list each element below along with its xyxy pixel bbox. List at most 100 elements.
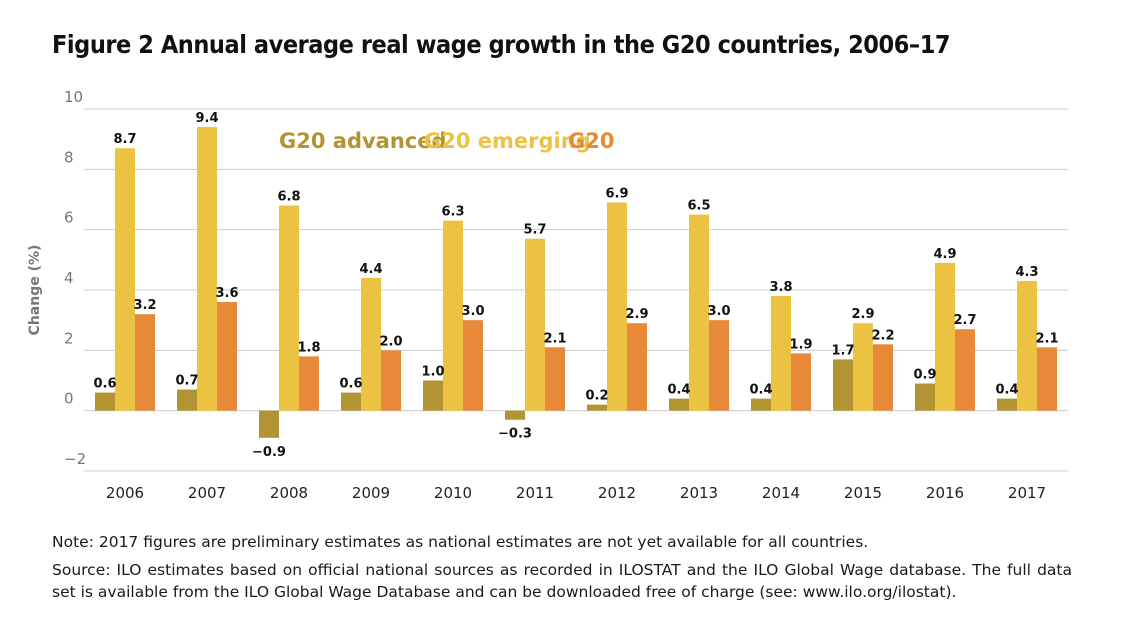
data-label: 2.1 xyxy=(543,331,566,346)
data-label: 3.8 xyxy=(769,280,792,295)
bar-g20-2015 xyxy=(873,344,893,411)
x-tick-label: 2017 xyxy=(1008,484,1046,502)
bar-g20-advanced-2015 xyxy=(833,359,853,411)
chart-source: Source: ILO estimates based on official … xyxy=(52,561,1072,601)
bar-g20-2007 xyxy=(217,302,237,411)
data-label: 2.0 xyxy=(379,334,402,349)
data-label: 6.8 xyxy=(277,190,300,205)
bar-g20-advanced-2009 xyxy=(341,392,361,411)
bar-chart: −2 0 2 4 6 8 10 Change (%) 0.6 8.7 3.2 0.7 9.4 3.6 −… xyxy=(27,88,1068,502)
y-tick-label: 0 xyxy=(64,390,74,408)
bars xyxy=(95,127,1057,438)
data-label: 1.0 xyxy=(421,365,444,380)
bar-g20-advanced-2016 xyxy=(915,383,935,411)
bar-g20-advanced-2007 xyxy=(177,389,197,411)
y-tick-label: 10 xyxy=(64,88,83,106)
data-label: 1.7 xyxy=(831,343,854,358)
x-tick-label: 2013 xyxy=(680,484,718,502)
bar-g20-emerging-2017 xyxy=(1017,280,1037,411)
bar-g20-2017 xyxy=(1037,347,1057,411)
x-tick-label: 2014 xyxy=(762,484,800,502)
data-label: 0.4 xyxy=(667,383,690,398)
data-label: 2.7 xyxy=(953,313,976,328)
y-tick-label: 4 xyxy=(64,269,74,287)
x-tick-label: 2006 xyxy=(106,484,144,502)
bar-g20-emerging-2014 xyxy=(771,296,791,411)
data-label: 6.3 xyxy=(441,205,464,220)
data-label: 0.9 xyxy=(913,368,936,383)
legend-item-g20-emerging: G20 emerging xyxy=(424,129,591,153)
y-tick-label: 6 xyxy=(64,209,74,227)
legend-item-g20-advanced: G20 advanced xyxy=(279,129,447,153)
bar-g20-emerging-2016 xyxy=(935,262,955,411)
data-label: 0.4 xyxy=(749,383,772,398)
chart-note: Note: 2017 figures are preliminary estim… xyxy=(52,533,869,551)
bar-g20-2006 xyxy=(135,314,155,411)
data-label: 0.4 xyxy=(995,383,1018,398)
bar-g20-2009 xyxy=(381,350,401,411)
y-axis-label: Change (%) xyxy=(27,245,43,336)
bar-g20-emerging-2015 xyxy=(853,323,873,411)
data-labels: 0.6 8.7 3.2 0.7 9.4 3.6 −0.9 6.8 1.8 0.6 4.4 2.0 1.0… xyxy=(93,111,1058,460)
bar-g20-emerging-2013 xyxy=(689,214,709,411)
data-label: 3.6 xyxy=(215,286,238,301)
data-label: −0.9 xyxy=(252,445,286,460)
data-label: 2.2 xyxy=(871,328,894,343)
data-label: −0.3 xyxy=(498,427,532,442)
y-tick-label: 8 xyxy=(64,148,74,166)
bar-g20-2016 xyxy=(955,329,975,411)
x-axis-ticks: 2006 2007 2008 2009 2010 2011 2012 2013 2014 2015… xyxy=(106,484,1046,502)
figure-title: Figure 2 Annual average real wage growth… xyxy=(52,30,951,59)
data-label: 2.9 xyxy=(625,307,648,322)
bar-g20-emerging-2006 xyxy=(115,148,135,411)
data-label: 0.6 xyxy=(93,377,116,392)
bar-g20-emerging-2009 xyxy=(361,277,381,411)
x-tick-label: 2012 xyxy=(598,484,636,502)
bar-g20-2008 xyxy=(299,356,319,411)
bar-g20-2012 xyxy=(627,323,647,411)
bar-g20-advanced-2008 xyxy=(259,410,279,438)
data-label: 4.9 xyxy=(933,247,956,262)
data-label: 3.2 xyxy=(133,298,156,313)
bar-g20-advanced-2012 xyxy=(587,404,607,411)
x-tick-label: 2016 xyxy=(926,484,964,502)
data-label: 4.4 xyxy=(359,262,382,277)
x-tick-label: 2009 xyxy=(352,484,390,502)
data-label: 9.4 xyxy=(195,111,218,126)
data-label: 1.9 xyxy=(789,337,812,352)
data-label: 6.9 xyxy=(605,187,628,202)
gridlines xyxy=(84,108,1068,472)
data-label: 2.1 xyxy=(1035,331,1058,346)
data-label: 6.5 xyxy=(687,199,710,214)
bar-g20-emerging-2008 xyxy=(279,205,299,411)
x-tick-label: 2007 xyxy=(188,484,226,502)
bar-g20-advanced-2013 xyxy=(669,398,689,411)
bar-g20-emerging-2007 xyxy=(197,127,217,411)
bar-g20-emerging-2010 xyxy=(443,220,463,411)
bar-g20-emerging-2011 xyxy=(525,238,545,411)
x-tick-label: 2010 xyxy=(434,484,472,502)
bar-g20-advanced-2006 xyxy=(95,392,115,411)
bar-g20-2014 xyxy=(791,353,811,411)
data-label: 5.7 xyxy=(523,223,546,238)
y-tick-label: −2 xyxy=(64,450,86,468)
data-label: 4.3 xyxy=(1015,265,1038,280)
data-label: 2.9 xyxy=(851,307,874,322)
y-axis-ticks: −2 0 2 4 6 8 10 xyxy=(64,88,86,468)
data-label: 3.0 xyxy=(461,304,484,319)
bar-g20-advanced-2011 xyxy=(505,410,525,420)
x-tick-label: 2011 xyxy=(516,484,554,502)
bar-g20-advanced-2010 xyxy=(423,380,443,411)
data-label: 1.8 xyxy=(297,340,320,355)
x-tick-label: 2015 xyxy=(844,484,882,502)
data-label: 8.7 xyxy=(113,132,136,147)
data-label: 3.0 xyxy=(707,304,730,319)
bar-g20-2013 xyxy=(709,320,729,411)
bar-g20-2011 xyxy=(545,347,565,411)
data-label: 0.2 xyxy=(585,389,608,404)
bar-g20-2010 xyxy=(463,320,483,411)
y-tick-label: 2 xyxy=(64,329,74,347)
bar-g20-emerging-2012 xyxy=(607,202,627,411)
data-label: 0.6 xyxy=(339,377,362,392)
